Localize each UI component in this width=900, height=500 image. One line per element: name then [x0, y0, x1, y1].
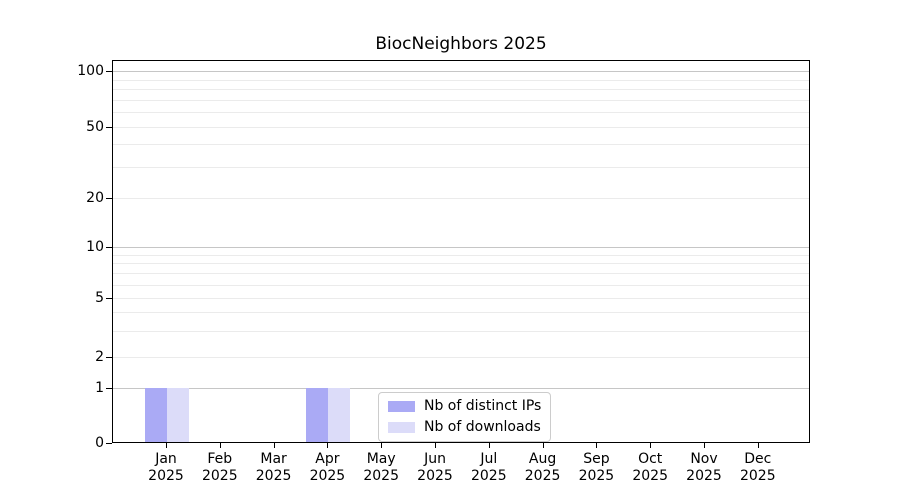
x-axis-month-text: Feb	[207, 451, 233, 467]
y-axis-tick-mark	[106, 357, 112, 358]
x-axis-month-text: Dec	[744, 451, 772, 467]
chart-title: BiocNeighbors 2025	[375, 34, 547, 54]
minor-gridline	[113, 312, 809, 314]
minor-gridline	[113, 263, 809, 265]
x-axis-year-text: 2025	[201, 468, 238, 484]
y-axis-tick-mark	[106, 443, 112, 444]
minor-gridline	[113, 273, 809, 275]
x-axis-tick-label: Jan 2025	[136, 451, 196, 485]
y-axis-tick-label: 5	[95, 290, 104, 306]
x-axis-tick-label: Oct 2025	[620, 451, 680, 485]
minor-gridline	[113, 254, 809, 256]
y-axis-tick-label: 20	[86, 190, 104, 206]
minor-gridline	[113, 284, 809, 286]
y-axis-tick-label: 1	[95, 380, 104, 396]
y-axis-tick-mark	[106, 198, 112, 199]
major-gridline	[113, 247, 809, 248]
x-axis-year-text: 2025	[578, 468, 615, 484]
major-gridline	[113, 388, 809, 389]
x-axis-month-text: Jun	[424, 451, 446, 467]
x-axis-tick-label: Apr 2025	[297, 451, 357, 485]
minor-gridline	[113, 99, 809, 101]
x-axis-tick-label: Jul 2025	[459, 451, 519, 485]
minor-gridline	[113, 144, 809, 146]
major-gridline	[113, 127, 809, 128]
x-axis-tick-mark	[488, 443, 490, 448]
bar-downloads	[167, 388, 189, 442]
x-axis-month-text: Jul	[480, 451, 498, 467]
plot-area	[112, 60, 810, 443]
x-axis-month-text: May	[366, 451, 396, 467]
y-axis-tick-mark	[106, 298, 112, 299]
x-axis-year-text: 2025	[255, 468, 292, 484]
x-axis-year-text: 2025	[148, 468, 184, 484]
x-axis-year-text: 2025	[739, 468, 776, 484]
legend-swatch	[388, 401, 415, 412]
x-axis-tick-label: Nov 2025	[674, 451, 734, 485]
bar-distinct-ips	[306, 388, 329, 442]
x-axis-year-text: 2025	[417, 468, 453, 484]
y-axis-tick-mark	[106, 71, 112, 72]
x-axis-tick-label: Dec 2025	[728, 451, 788, 485]
x-axis-month-text: Jan	[155, 451, 177, 467]
bar-downloads	[328, 388, 351, 442]
x-axis-month-text: Sep	[583, 451, 610, 467]
x-axis-tick-mark	[166, 443, 167, 448]
legend-label: Nb of downloads	[424, 419, 541, 435]
x-axis-tick-mark	[381, 443, 383, 448]
x-axis-tick-mark	[327, 443, 329, 448]
x-axis-year-text: 2025	[524, 468, 561, 484]
y-axis-tick-label: 50	[86, 119, 104, 135]
x-axis-tick-label: Jun 2025	[405, 451, 465, 485]
x-axis-tick-label: May 2025	[351, 451, 411, 485]
y-axis-tick-label: 100	[77, 63, 104, 79]
x-axis-tick-label: Sep 2025	[566, 451, 626, 485]
x-axis-tick-mark	[435, 443, 436, 448]
y-axis-tick-mark	[106, 247, 112, 248]
x-axis-tick-mark	[650, 443, 652, 448]
y-axis-tick-mark	[106, 388, 112, 389]
x-axis-month-text: Apr	[315, 451, 340, 467]
x-axis-tick-mark	[757, 443, 759, 448]
y-axis-tick-label: 0	[95, 435, 104, 451]
x-axis-month-text: Nov	[690, 451, 718, 467]
major-gridline	[113, 198, 809, 199]
x-axis-year-text: 2025	[309, 468, 346, 484]
major-gridline	[113, 298, 809, 299]
major-gridline	[113, 71, 809, 72]
legend: Nb of distinct IPs Nb of downloads	[378, 392, 552, 442]
x-axis-month-text: Mar	[260, 451, 287, 467]
x-axis-tick-mark	[219, 443, 221, 448]
x-axis-month-text: Oct	[638, 451, 663, 467]
minor-gridline	[113, 112, 809, 114]
x-axis-year-text: 2025	[470, 468, 507, 484]
x-axis-tick-mark	[542, 443, 544, 448]
x-axis-year-text: 2025	[363, 468, 399, 484]
x-axis-tick-mark	[704, 443, 705, 448]
legend-swatch	[388, 422, 415, 433]
minor-gridline	[113, 166, 809, 168]
x-axis-tick-label: Feb 2025	[190, 451, 250, 485]
x-axis-tick-mark	[273, 443, 275, 448]
x-axis-month-text: Aug	[528, 451, 557, 467]
minor-gridline	[113, 330, 809, 332]
x-axis-year-text: 2025	[632, 468, 668, 484]
legend-item: Nb of downloads	[388, 419, 541, 436]
legend-label: Nb of distinct IPs	[424, 398, 542, 414]
minor-gridline	[113, 79, 809, 81]
major-gridline	[113, 357, 809, 358]
x-axis-tick-label: Mar 2025	[244, 451, 304, 485]
x-axis-tick-label: Aug 2025	[513, 451, 573, 485]
minor-gridline	[113, 89, 809, 91]
y-axis-tick-label: 10	[86, 239, 104, 255]
bar-distinct-ips	[145, 388, 167, 442]
x-axis-tick-mark	[596, 443, 598, 448]
y-axis-tick-label: 2	[95, 349, 104, 365]
legend-item: Nb of distinct IPs	[388, 398, 541, 415]
y-axis-tick-mark	[106, 127, 112, 128]
x-axis-year-text: 2025	[686, 468, 722, 484]
